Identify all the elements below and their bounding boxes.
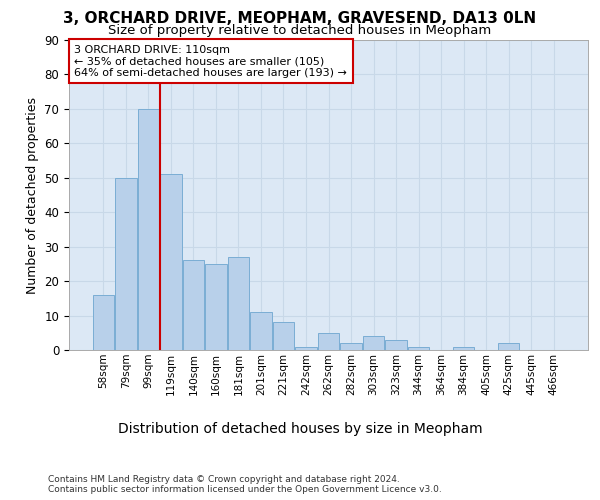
Text: 3 ORCHARD DRIVE: 110sqm
← 35% of detached houses are smaller (105)
64% of semi-d: 3 ORCHARD DRIVE: 110sqm ← 35% of detache… <box>74 44 347 78</box>
Bar <box>273 322 294 350</box>
Text: Size of property relative to detached houses in Meopham: Size of property relative to detached ho… <box>109 24 491 37</box>
Bar <box>363 336 384 350</box>
Y-axis label: Number of detached properties: Number of detached properties <box>26 96 39 294</box>
Bar <box>385 340 407 350</box>
Bar <box>498 343 520 350</box>
Bar <box>205 264 227 350</box>
Bar <box>250 312 272 350</box>
Bar <box>115 178 137 350</box>
Bar <box>408 346 429 350</box>
Bar <box>228 257 249 350</box>
Text: Distribution of detached houses by size in Meopham: Distribution of detached houses by size … <box>118 422 482 436</box>
Bar <box>92 295 114 350</box>
Bar <box>453 346 475 350</box>
Bar <box>182 260 204 350</box>
Text: 3, ORCHARD DRIVE, MEOPHAM, GRAVESEND, DA13 0LN: 3, ORCHARD DRIVE, MEOPHAM, GRAVESEND, DA… <box>64 11 536 26</box>
Text: Contains HM Land Registry data © Crown copyright and database right 2024.
Contai: Contains HM Land Registry data © Crown c… <box>48 474 442 494</box>
Bar <box>295 346 317 350</box>
Bar <box>137 109 159 350</box>
Bar <box>340 343 362 350</box>
Bar <box>318 333 339 350</box>
Bar <box>160 174 182 350</box>
